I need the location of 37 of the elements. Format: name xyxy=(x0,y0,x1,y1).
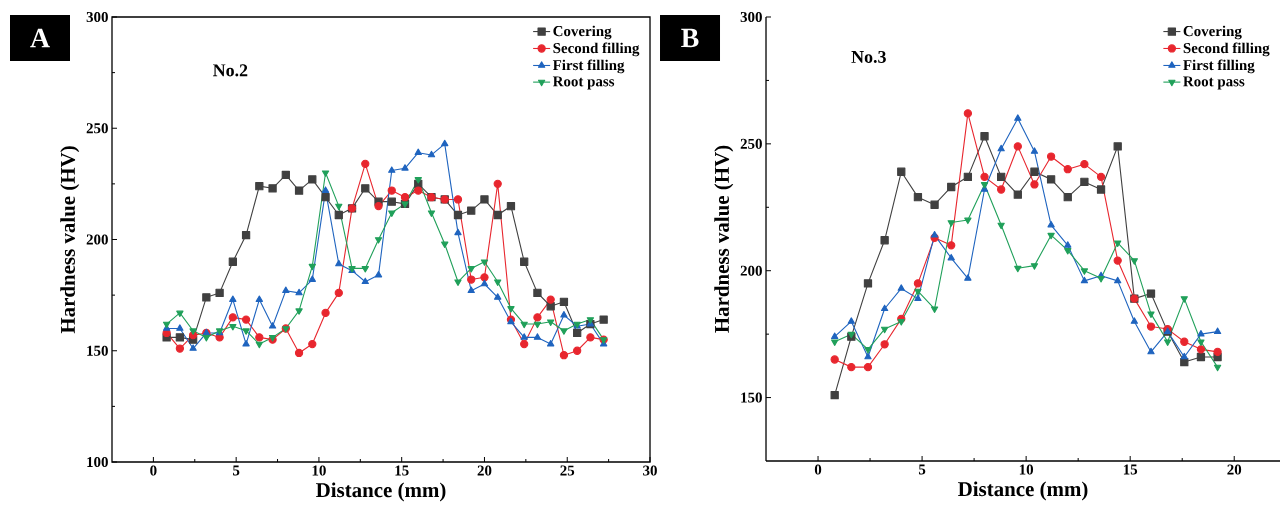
y-tick-label: 150 xyxy=(741,392,762,403)
y-tick-label: 100 xyxy=(87,456,108,468)
x-tick-label: 15 xyxy=(1123,464,1138,475)
x-tick-label: 10 xyxy=(312,465,326,476)
legend-label: First filling xyxy=(1183,59,1255,74)
y-axis-title: Hardness value (HV) xyxy=(714,145,734,333)
x-tick-label: 20 xyxy=(1227,464,1242,475)
legend-label: Second filling xyxy=(553,42,640,57)
x-tick-label: 25 xyxy=(560,465,575,476)
x-tick-label: 0 xyxy=(814,464,822,475)
annotation: No.2 xyxy=(213,64,248,77)
x-tick-label: 30 xyxy=(643,465,657,476)
y-tick-label: 200 xyxy=(86,234,108,245)
annotation: No.3 xyxy=(851,50,886,64)
x-tick-label: 0 xyxy=(150,465,157,476)
x-tick-label: 5 xyxy=(233,465,240,476)
x-axis-title: Distance (mm) xyxy=(316,482,446,502)
legend-label: Covering xyxy=(1183,25,1242,40)
legend-label: First filling xyxy=(552,59,625,74)
x-axis-title: Distance (mm) xyxy=(958,481,1088,501)
legend-label: Second filling xyxy=(1183,42,1270,57)
y-tick-label: 250 xyxy=(86,123,108,134)
y-axis-title: Hardness value (HV) xyxy=(60,146,80,334)
y-tick-label: 150 xyxy=(87,345,108,356)
legend-label: Root pass xyxy=(552,76,615,90)
text: A xyxy=(30,28,50,48)
x-tick-label: 15 xyxy=(395,465,409,476)
y-tick-label: 200 xyxy=(740,265,762,276)
x-tick-label: 20 xyxy=(477,465,492,476)
x-tick-label: 10 xyxy=(1019,464,1034,475)
legend-label: Covering xyxy=(553,25,612,40)
text: B xyxy=(681,28,699,48)
y-tick-label: 250 xyxy=(740,138,762,149)
y-tick-label: 300 xyxy=(86,11,108,23)
x-tick-label: 5 xyxy=(918,464,926,475)
legend-label: Root pass xyxy=(1183,76,1245,90)
y-tick-label: 300 xyxy=(740,11,762,23)
